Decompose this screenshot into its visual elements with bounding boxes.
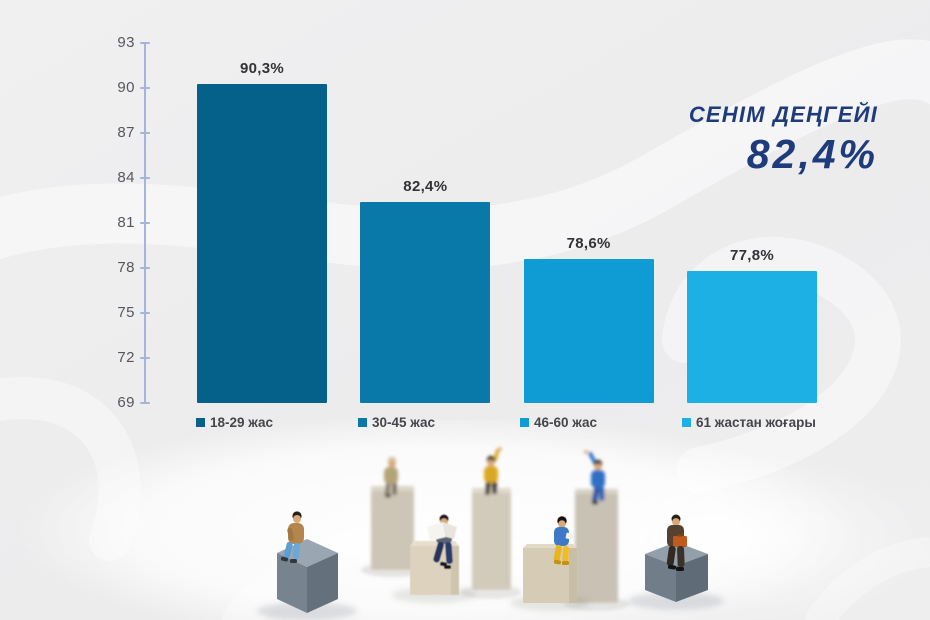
- legend-label: 18-29 жас: [210, 415, 274, 430]
- bar-value-label: 90,3%: [239, 59, 285, 77]
- tick-label: 90: [117, 79, 135, 96]
- plot-area: 90,3% 82,4% 78,6% 77,8%: [197, 43, 817, 403]
- tick-label: 93: [117, 34, 135, 51]
- tick-mark: [140, 357, 150, 359]
- legend-item: 18-29 жас: [196, 415, 326, 430]
- tick-mark: [140, 87, 150, 89]
- bar-value-label: 82,4%: [403, 178, 448, 195]
- tick-label: 84: [117, 169, 135, 186]
- beige-block-group: [510, 516, 590, 611]
- legend-label: 46-60 жас: [534, 415, 598, 430]
- tick-mark: [140, 402, 150, 404]
- legend-label: 30-45 жас: [372, 415, 436, 430]
- figure-newspaper-man: [427, 514, 457, 569]
- figure-briefcase-man: [666, 514, 687, 571]
- tick-mark: [140, 177, 150, 179]
- legend-label: 61 жастан жоғары: [696, 415, 816, 430]
- tick-mark: [140, 267, 150, 269]
- tick-label: 87: [117, 124, 135, 141]
- tick-label: 81: [117, 214, 135, 231]
- tick-mark: [140, 312, 150, 314]
- legend-item: 61 жастан жоғары: [682, 415, 816, 430]
- figure-blue-woman: [553, 516, 574, 565]
- bar-30-45 жас: 82,4%: [360, 178, 491, 403]
- bar-46-60 жас: 78,6%: [523, 235, 654, 403]
- bar-value-label: 78,6%: [566, 235, 611, 252]
- tick-mark: [140, 132, 150, 134]
- tick-label: 69: [117, 394, 135, 411]
- bar-61 жастан жоғары: 77,8%: [686, 247, 817, 403]
- tick-mark: [140, 42, 150, 44]
- chart-title-value: 82,4%: [746, 131, 878, 177]
- chart-legend: 18-29 жас 30-45 жас 46-60 жас 61 жастан жоғ…: [196, 415, 896, 430]
- photo-backdrop: [0, 420, 930, 620]
- right-gray-cube-group: [628, 514, 724, 610]
- bar-value-label: 77,8%: [729, 247, 774, 264]
- chart-title-text: СЕНІМ ДЕҢГЕЙІ: [688, 102, 878, 127]
- tick-mark: [140, 222, 150, 224]
- legend-swatch: [520, 418, 529, 427]
- tick-label: 78: [117, 259, 135, 276]
- left-gray-cube-group: [257, 511, 357, 620]
- bar-18-29 жас: 90,3%: [197, 60, 327, 403]
- tick-label: 72: [117, 349, 135, 366]
- legend-swatch: [196, 418, 205, 427]
- figure-blue-waving: [584, 450, 605, 505]
- legend-swatch: [682, 418, 691, 427]
- center-block-group: [392, 514, 476, 603]
- legend-swatch: [358, 418, 367, 427]
- figure-khaki: [384, 456, 398, 498]
- chart-title-block: СЕНІМ ДЕҢГЕЙІ 82,4%: [689, 102, 878, 178]
- legend-item: 46-60 жас: [520, 415, 650, 430]
- tick-label: 75: [117, 304, 135, 321]
- figure-yellow-waving: [484, 447, 502, 496]
- legend-item: 30-45 жас: [358, 415, 488, 430]
- figure-tan-jacket: [280, 511, 304, 563]
